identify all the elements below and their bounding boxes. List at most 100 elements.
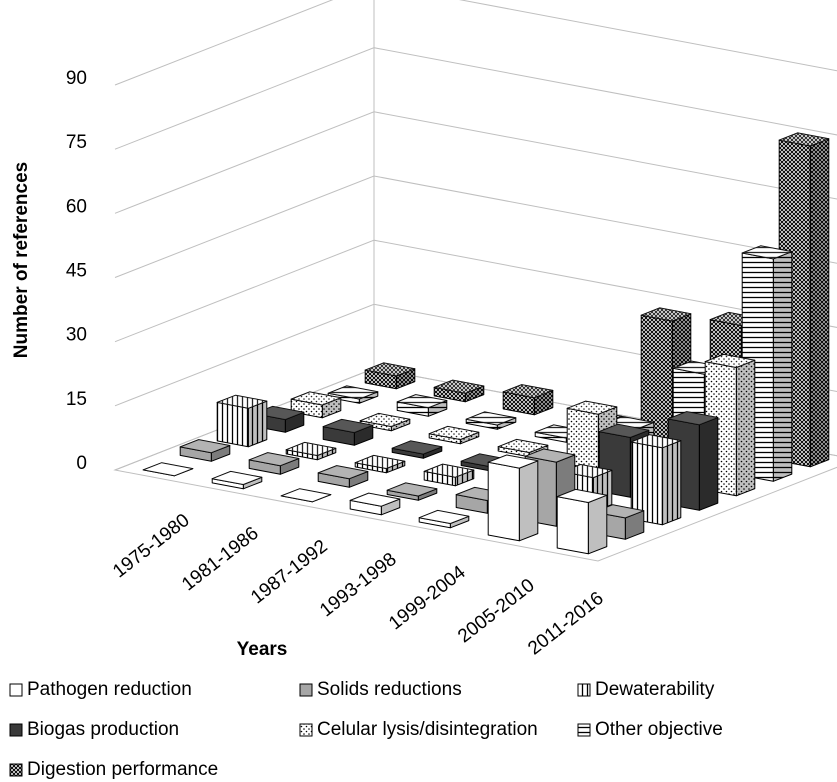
- bar-top: [248, 452, 300, 467]
- bar-side-shade: [423, 446, 442, 459]
- grid-line: [114, 0, 837, 86]
- bar-side-shade: [465, 386, 484, 402]
- bar-side-shade: [588, 495, 607, 554]
- bar-top: [211, 470, 263, 485]
- bar-top-shade: [488, 455, 538, 469]
- bar-top: [354, 454, 406, 469]
- bar: [433, 379, 485, 403]
- bar-top-shade: [779, 132, 829, 146]
- bar: [386, 482, 438, 501]
- bar-side-shade: [699, 417, 718, 511]
- bar-top-shade: [466, 411, 516, 425]
- bar: [280, 488, 332, 503]
- legend-swatch: [299, 723, 313, 737]
- bar-top: [317, 465, 369, 480]
- bar-top: [142, 462, 194, 477]
- x-tick-label: 2011-2016: [524, 588, 607, 660]
- bar-top: [179, 439, 231, 454]
- bar: [322, 418, 374, 446]
- bar-top: [418, 509, 470, 524]
- bar-top: [322, 418, 374, 433]
- grid-line: [114, 175, 837, 278]
- bar-top: [285, 441, 337, 456]
- bar: [487, 454, 539, 542]
- bar-top: [630, 434, 682, 449]
- bar: [423, 463, 475, 487]
- bar-top: [349, 492, 401, 507]
- bar-top-shade: [742, 245, 792, 259]
- x-axis-title: Years: [237, 639, 288, 660]
- bar: [465, 411, 517, 430]
- legend-swatch: [299, 683, 313, 697]
- legend-label: Biogas production: [27, 719, 179, 740]
- legend-label: Dewaterability: [595, 679, 715, 700]
- bar-side-shade: [317, 448, 336, 460]
- bar-top: [502, 384, 554, 399]
- bar-top-shade: [360, 413, 410, 427]
- bar-side-shade: [450, 516, 469, 528]
- bar-side-shade: [359, 391, 378, 404]
- bar-top-shade: [631, 434, 681, 448]
- bar-side-shade: [243, 477, 262, 489]
- legend-label: Other objective: [595, 719, 723, 740]
- bar-top: [396, 394, 448, 409]
- bar-side-shade: [455, 470, 474, 486]
- bar-top-shade: [525, 449, 575, 463]
- legend-swatch: [9, 683, 23, 697]
- bar-top: [327, 385, 379, 400]
- bar-top-shade: [328, 385, 378, 399]
- bar-top: [741, 245, 793, 260]
- grid-line: [114, 47, 837, 150]
- bar-side-shade: [418, 488, 437, 501]
- bar-side-shade: [391, 419, 410, 431]
- bar-top: [280, 488, 332, 503]
- bar-side-shade: [396, 368, 415, 389]
- bar-top-shade: [281, 488, 331, 502]
- bar-top: [487, 454, 539, 469]
- bar: [359, 412, 411, 432]
- bar-top-shade: [212, 471, 262, 485]
- bar-top: [216, 394, 268, 409]
- bar-top: [667, 411, 719, 426]
- bar-top: [556, 488, 608, 503]
- y-tick-label: 60: [66, 196, 87, 217]
- bar: [502, 384, 554, 416]
- bar-side-shade: [460, 432, 479, 444]
- legend-swatch: [9, 723, 23, 737]
- bar-side-shade: [773, 251, 792, 482]
- bar-front: [556, 496, 589, 555]
- bar: [211, 470, 263, 490]
- bar-top-shade: [387, 482, 437, 496]
- bar-side-shade: [322, 397, 341, 418]
- legend-label: Solids reductions: [317, 679, 462, 700]
- bar-side-shade: [519, 460, 538, 541]
- y-tick-label: 90: [66, 68, 87, 89]
- bar: [248, 452, 300, 475]
- y-tick-label: 45: [66, 261, 87, 282]
- bar: [428, 425, 480, 445]
- bar-top-shade: [286, 442, 336, 456]
- bar-top-shade: [498, 439, 548, 453]
- bar-top: [428, 425, 480, 440]
- bar-side-shade: [381, 499, 400, 515]
- x-tick-label: 1987-1992: [247, 536, 332, 608]
- bar: [317, 465, 369, 488]
- bar: [556, 488, 608, 555]
- bar-side-shade: [349, 471, 368, 488]
- bar-top-shade: [355, 455, 405, 469]
- bar-side-shade: [386, 461, 405, 473]
- legend-swatch: [9, 763, 23, 777]
- bar-side-shade: [662, 440, 681, 525]
- y-axis-title: Number of references: [11, 162, 32, 358]
- bar-top: [598, 423, 650, 438]
- bar: [327, 385, 379, 404]
- x-tick-label: 2005-2010: [454, 575, 539, 647]
- bar-side-shade: [285, 412, 304, 433]
- bar: [418, 509, 470, 529]
- bar-front: [487, 461, 520, 542]
- bar-top: [364, 362, 416, 377]
- legend-label: Pathogen reduction: [27, 679, 192, 700]
- bar-top-shade: [318, 465, 368, 479]
